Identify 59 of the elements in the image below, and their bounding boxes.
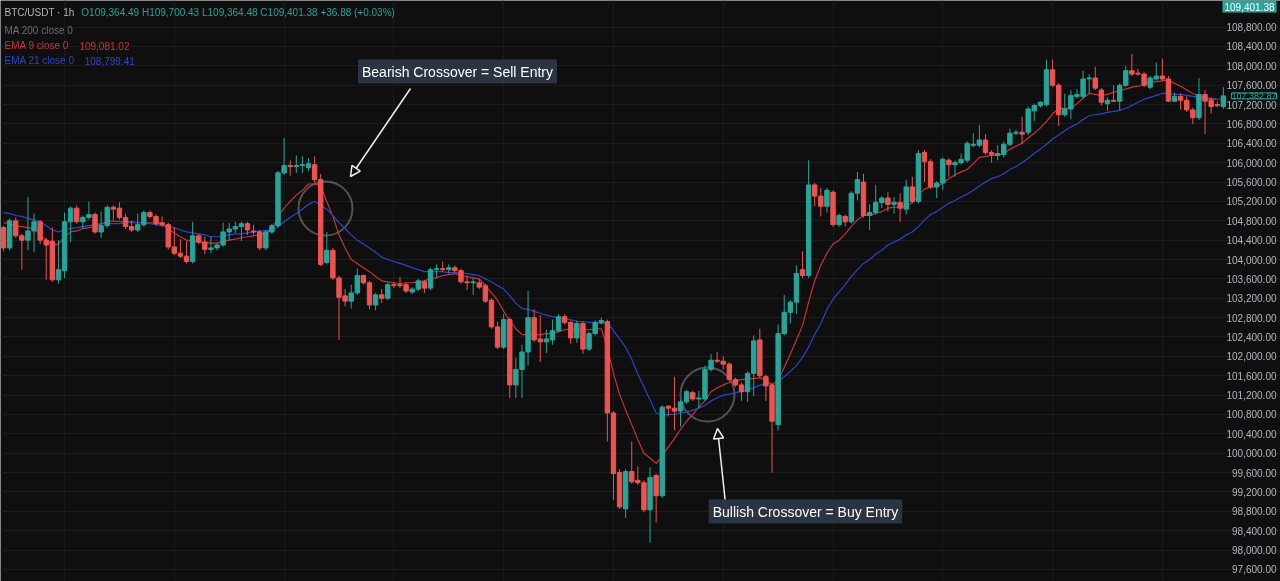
y-tick-label: 103,600.00 bbox=[1226, 273, 1277, 285]
annotation: 108,799.41 bbox=[84, 55, 136, 67]
candlestick bbox=[897, 192, 903, 223]
y-tick-label: 97,600.00 bbox=[1232, 564, 1277, 576]
y-tick-label: 100,000.00 bbox=[1226, 448, 1277, 460]
candlestick bbox=[946, 157, 952, 178]
y-tick-label: 101,600.00 bbox=[1226, 370, 1277, 382]
text: BTC/USDT · 1h bbox=[4, 7, 75, 18]
y-tick-label: 106,400.00 bbox=[1226, 138, 1277, 150]
y-tick-label: 102,000.00 bbox=[1226, 351, 1277, 363]
y-tick-label: 99,200.00 bbox=[1232, 486, 1277, 498]
y-tick-label: 98,000.00 bbox=[1232, 545, 1277, 557]
candlestick bbox=[1196, 77, 1202, 121]
candlestick bbox=[1220, 86, 1227, 110]
y-tick-label: 101,200.00 bbox=[1226, 390, 1277, 402]
y-tick-label: 104,000.00 bbox=[1226, 254, 1277, 266]
annotation: 109,081.02 bbox=[79, 40, 130, 52]
candlestick bbox=[324, 231, 330, 265]
candlestick bbox=[1092, 66, 1098, 91]
y-tick-label: 100,800.00 bbox=[1226, 409, 1277, 421]
y-tick-label: 98,400.00 bbox=[1232, 525, 1277, 537]
candlestick bbox=[885, 191, 891, 213]
y-tick-label: 100,400.00 bbox=[1226, 428, 1277, 440]
y-tick-label: 107,600.00 bbox=[1226, 80, 1277, 92]
candlestick bbox=[439, 260, 446, 273]
candlestick bbox=[1019, 116, 1025, 145]
text: O109,364.49 H109,700.43 L109,364.48 C109,401.38 +36.88 (+0.03%) bbox=[81, 7, 395, 18]
y-tick-label: 102,800.00 bbox=[1226, 312, 1277, 324]
candlestick bbox=[909, 176, 915, 204]
candlestick bbox=[74, 204, 80, 225]
candlestick bbox=[799, 250, 806, 279]
y-tick-label: 104,800.00 bbox=[1226, 215, 1277, 227]
candlestick bbox=[92, 212, 98, 235]
candlestick bbox=[653, 473, 659, 523]
y-tick-label: 98,800.00 bbox=[1232, 506, 1277, 518]
annotation: Bearish Crossover = Sell Entry bbox=[361, 63, 554, 80]
annotation: 109,401.38 bbox=[1224, 1, 1275, 13]
y-tick-label: 105,600.00 bbox=[1226, 177, 1277, 189]
annotation: Bullish Crossover = Buy Entry bbox=[712, 503, 899, 520]
y-tick-label: 103,200.00 bbox=[1226, 293, 1277, 305]
candlestick bbox=[0, 225, 7, 252]
y-tick-label: 107,200.00 bbox=[1226, 99, 1277, 111]
candlestick bbox=[574, 320, 580, 344]
y-tick-label: 99,600.00 bbox=[1232, 467, 1277, 479]
annotation: MA 200 close 0 bbox=[4, 25, 74, 36]
y-tick-label: 108,800.00 bbox=[1226, 22, 1277, 34]
text: EMA 21 close 0 bbox=[4, 55, 75, 66]
y-tick-label: 108,000.00 bbox=[1226, 60, 1277, 72]
y-tick-label: 104,400.00 bbox=[1226, 235, 1277, 247]
candlestick bbox=[824, 187, 830, 214]
y-tick-label: 108,400.00 bbox=[1226, 41, 1277, 53]
text: EMA 9 close 0 bbox=[4, 40, 69, 51]
candlestick bbox=[287, 159, 293, 177]
y-tick-label: 105,200.00 bbox=[1226, 196, 1277, 208]
candlestick bbox=[891, 196, 897, 215]
candlestick bbox=[903, 179, 909, 215]
y-tick-label: 102,400.00 bbox=[1226, 332, 1277, 343]
y-tick-label: 106,000.00 bbox=[1226, 157, 1277, 169]
y-tick-label: 106,800.00 bbox=[1226, 118, 1277, 130]
